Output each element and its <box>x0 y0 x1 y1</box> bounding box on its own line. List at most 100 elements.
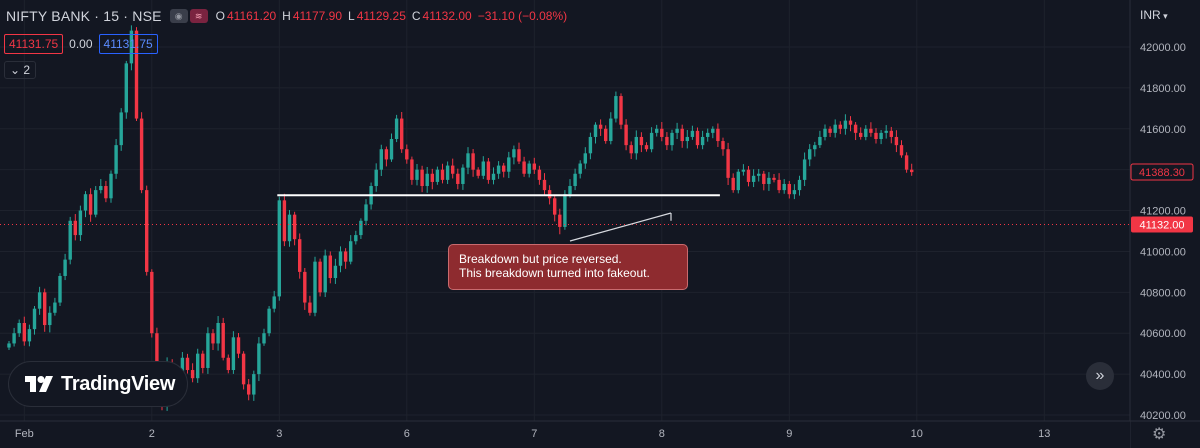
price-tick-label: 41800.00 <box>1140 83 1186 95</box>
annotation-line-2: This breakdown turned into fakeout. <box>459 266 650 280</box>
candle-body <box>670 132 674 146</box>
candle-body <box>542 179 547 191</box>
gear-icon[interactable]: ⚙ <box>1152 426 1167 443</box>
candle-body <box>706 132 710 137</box>
alert-badge-icon[interactable]: ≋ <box>189 9 208 23</box>
candle-body <box>257 343 261 375</box>
indicator-badges[interactable]: ◉ ≋ <box>169 9 208 23</box>
candle-body <box>695 130 700 146</box>
candle-body <box>99 186 103 191</box>
candle-body <box>486 161 491 180</box>
candle-body <box>277 200 281 297</box>
candle-body <box>634 136 638 154</box>
time-tick-label: 9 <box>786 428 792 440</box>
time-tick-label: 2 <box>149 428 155 440</box>
high-key: H <box>282 9 291 23</box>
currency-label[interactable]: INR ▾ <box>1140 8 1168 22</box>
candle-body <box>879 132 883 139</box>
candle-body <box>741 169 746 172</box>
candle-body <box>22 323 26 342</box>
scroll-to-realtime-button[interactable]: » <box>1086 362 1114 390</box>
candle-body <box>333 265 338 279</box>
candle-body <box>435 169 440 182</box>
candle-body <box>68 220 72 260</box>
symbol-title[interactable]: NIFTY BANK · 15 · NSE <box>6 8 162 24</box>
candle-body <box>797 179 802 191</box>
candle-body <box>364 204 368 221</box>
candle-body <box>675 128 679 133</box>
candle-body <box>394 118 399 139</box>
logo-text: TradingView <box>61 372 176 395</box>
last-price-label: 41132.00 <box>1139 219 1184 231</box>
candle-body <box>150 271 154 334</box>
candle-body <box>308 302 312 313</box>
double-chevron-right-icon: » <box>1095 367 1105 384</box>
candle-body <box>762 173 766 184</box>
close-key: C <box>411 9 421 23</box>
candle-body <box>196 353 200 379</box>
eye-toggle-icon[interactable]: ◉ <box>169 9 188 23</box>
spread-value: 0.00 <box>69 37 93 51</box>
candle-body <box>114 145 118 174</box>
candle-body <box>37 292 42 309</box>
candle-body <box>604 128 608 142</box>
annotation-callout[interactable]: Breakdown but price reversed. This break… <box>448 244 688 290</box>
candle-body <box>848 120 853 125</box>
candle-body <box>206 333 210 368</box>
candle-body <box>593 124 598 137</box>
candle-body <box>818 136 822 146</box>
candle-body <box>185 357 190 371</box>
candle-body <box>400 118 404 150</box>
low-value: 41129.25 <box>356 9 406 23</box>
candle-body <box>94 190 98 215</box>
time-axis[interactable] <box>0 421 1130 448</box>
candle-body <box>236 337 241 354</box>
candle-body <box>48 312 52 326</box>
indicators-count: 2 <box>23 63 31 77</box>
candle-body <box>328 255 332 279</box>
candle-body <box>73 220 77 236</box>
candle-body <box>354 235 358 242</box>
candle-body <box>491 173 496 180</box>
candle-body <box>838 124 842 129</box>
open-key: O <box>215 9 225 23</box>
candle-body <box>201 353 205 368</box>
candle-body <box>63 259 67 276</box>
candle-body <box>129 30 134 64</box>
price-tick-label: 40200.00 <box>1140 410 1186 422</box>
candle-body <box>619 96 623 125</box>
candle-body <box>410 159 414 180</box>
candle-body <box>415 169 419 180</box>
candle-body <box>532 163 536 170</box>
candle-body <box>823 128 827 137</box>
candle-body <box>624 124 628 146</box>
candle-body <box>894 136 899 146</box>
candle-body <box>889 130 893 137</box>
candle-body <box>471 153 475 170</box>
candle-body <box>767 177 771 184</box>
candle-body <box>318 261 322 293</box>
chevron-down-icon: ⌄ <box>10 63 21 77</box>
low-key: L <box>348 9 355 23</box>
candle-body <box>252 374 256 395</box>
high-value: 41177.90 <box>292 9 343 23</box>
candle-body <box>211 333 215 344</box>
candle-body <box>359 220 363 236</box>
candle-body <box>721 141 725 150</box>
candle-body <box>578 163 582 174</box>
candle-body <box>445 165 450 180</box>
sell-price-button[interactable]: 41131.75 <box>4 34 64 54</box>
candle-body <box>777 179 781 191</box>
candle-body <box>389 139 394 160</box>
candle-body <box>226 357 230 371</box>
tradingview-logo[interactable]: TradingView <box>8 361 188 407</box>
candle-body <box>859 132 863 137</box>
candle-body <box>231 337 236 371</box>
price-tick-label: 41000.00 <box>1140 246 1186 258</box>
candle-body <box>507 157 511 172</box>
indicators-collapse-button[interactable]: ⌄ 2 <box>4 61 37 79</box>
candle-body <box>425 173 429 187</box>
buy-price-button[interactable]: 41131.75 <box>98 34 158 54</box>
candle-body <box>700 136 705 146</box>
